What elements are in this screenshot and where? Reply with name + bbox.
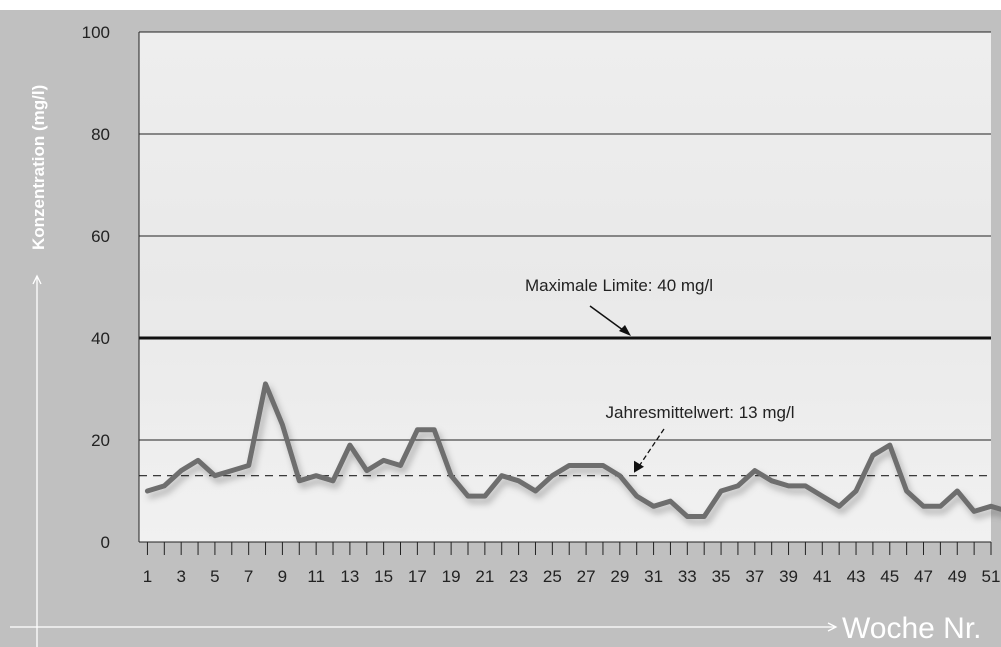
x-tick-label: 3 xyxy=(176,567,185,586)
x-tick-label: 13 xyxy=(340,567,359,586)
x-tick-label: 33 xyxy=(678,567,697,586)
x-axis-label: Woche Nr. xyxy=(842,612,982,645)
x-tick-label: 47 xyxy=(914,567,933,586)
annotation-annual-mean: Jahresmittelwert: 13 mg/l xyxy=(606,403,795,422)
annotation-max-limit: Maximale Limite: 40 mg/l xyxy=(525,276,713,295)
x-tick-label: 29 xyxy=(610,567,629,586)
white-margin xyxy=(0,0,1001,10)
x-tick-label: 39 xyxy=(779,567,798,586)
x-tick-label: 51 xyxy=(982,567,1001,586)
x-tick-label: 43 xyxy=(847,567,866,586)
x-tick-label: 41 xyxy=(813,567,832,586)
reference-lines xyxy=(139,336,991,477)
y-tick-label: 60 xyxy=(91,227,110,246)
x-tick-label: 37 xyxy=(745,567,764,586)
x-tick-label: 35 xyxy=(712,567,731,586)
x-tick-label: 11 xyxy=(307,567,325,586)
annotation-pointer xyxy=(589,305,628,334)
y-tick-label: 100 xyxy=(82,23,110,42)
x-tick-label: 49 xyxy=(948,567,967,586)
x-tick-label: 17 xyxy=(408,567,427,586)
x-tick-label: 5 xyxy=(210,567,219,586)
x-tick-label: 23 xyxy=(509,567,528,586)
x-tick-label: 15 xyxy=(374,567,393,586)
plot-area xyxy=(139,32,991,542)
series-layer xyxy=(144,381,1001,519)
y-tick-label: 20 xyxy=(91,431,110,450)
x-tick-label: 7 xyxy=(244,567,253,586)
x-tick-label: 27 xyxy=(577,567,596,586)
annotation-arrowhead xyxy=(634,460,644,473)
x-tick-label: 1 xyxy=(143,567,152,586)
y-axis-label: Konzentration (mg/l) xyxy=(29,85,48,250)
annotations: Maximale Limite: 40 mg/l Jahresmittelwert… xyxy=(525,276,794,473)
x-tick-label: 25 xyxy=(543,567,562,586)
series-line xyxy=(144,381,1001,519)
x-tick-label: 31 xyxy=(644,567,663,586)
y-tick-label: 40 xyxy=(91,329,110,348)
x-tick-label: 21 xyxy=(475,567,494,586)
x-tick-label: 9 xyxy=(278,567,287,586)
y-tick-label: 0 xyxy=(101,533,110,552)
y-tick-label: 80 xyxy=(91,125,110,144)
x-axis-arrowhead xyxy=(827,622,838,632)
x-tick-label: 45 xyxy=(880,567,899,586)
x-tick-label: 19 xyxy=(442,567,461,586)
y-axis-arrowhead xyxy=(32,274,42,285)
annotation-arrowhead xyxy=(619,325,631,336)
